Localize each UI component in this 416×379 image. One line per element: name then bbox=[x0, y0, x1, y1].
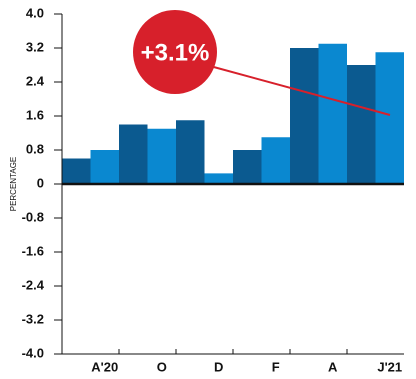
x-tick-label: J'21 bbox=[377, 359, 402, 374]
y-axis-label: PERCENTAGE bbox=[9, 157, 18, 212]
y-tick-label: -3.2 bbox=[22, 311, 44, 326]
y-tick-label: 4.0 bbox=[26, 5, 44, 20]
bar bbox=[375, 52, 404, 184]
bar bbox=[62, 158, 91, 184]
bar bbox=[147, 128, 176, 184]
x-tick-label: D bbox=[214, 359, 223, 374]
y-tick-label: -1.6 bbox=[22, 243, 44, 258]
y-tick-label: 3.2 bbox=[26, 39, 44, 54]
y-tick-label: -2.4 bbox=[22, 277, 45, 292]
bar bbox=[290, 48, 319, 184]
y-tick-label: -4.0 bbox=[22, 345, 44, 360]
x-tick-label: A bbox=[328, 359, 338, 374]
bar bbox=[176, 120, 205, 184]
annotation-badge bbox=[133, 10, 217, 94]
y-tick-label: -0.8 bbox=[22, 209, 44, 224]
bar bbox=[90, 150, 119, 184]
y-tick-label: 0.8 bbox=[26, 141, 44, 156]
y-tick-label: 2.4 bbox=[26, 73, 45, 88]
x-tick-label: A'20 bbox=[91, 359, 118, 374]
bar bbox=[204, 173, 233, 184]
x-tick-label: O bbox=[157, 359, 167, 374]
annotation-pointer bbox=[209, 65, 391, 116]
bar bbox=[347, 65, 376, 184]
bar bbox=[233, 150, 262, 184]
x-tick-label: F bbox=[272, 359, 280, 374]
bar bbox=[119, 124, 148, 184]
y-tick-label: 0 bbox=[37, 175, 44, 190]
bar bbox=[318, 43, 347, 184]
annotation: +3.1% bbox=[141, 39, 210, 66]
bar bbox=[261, 137, 290, 184]
y-tick-label: 1.6 bbox=[26, 107, 44, 122]
